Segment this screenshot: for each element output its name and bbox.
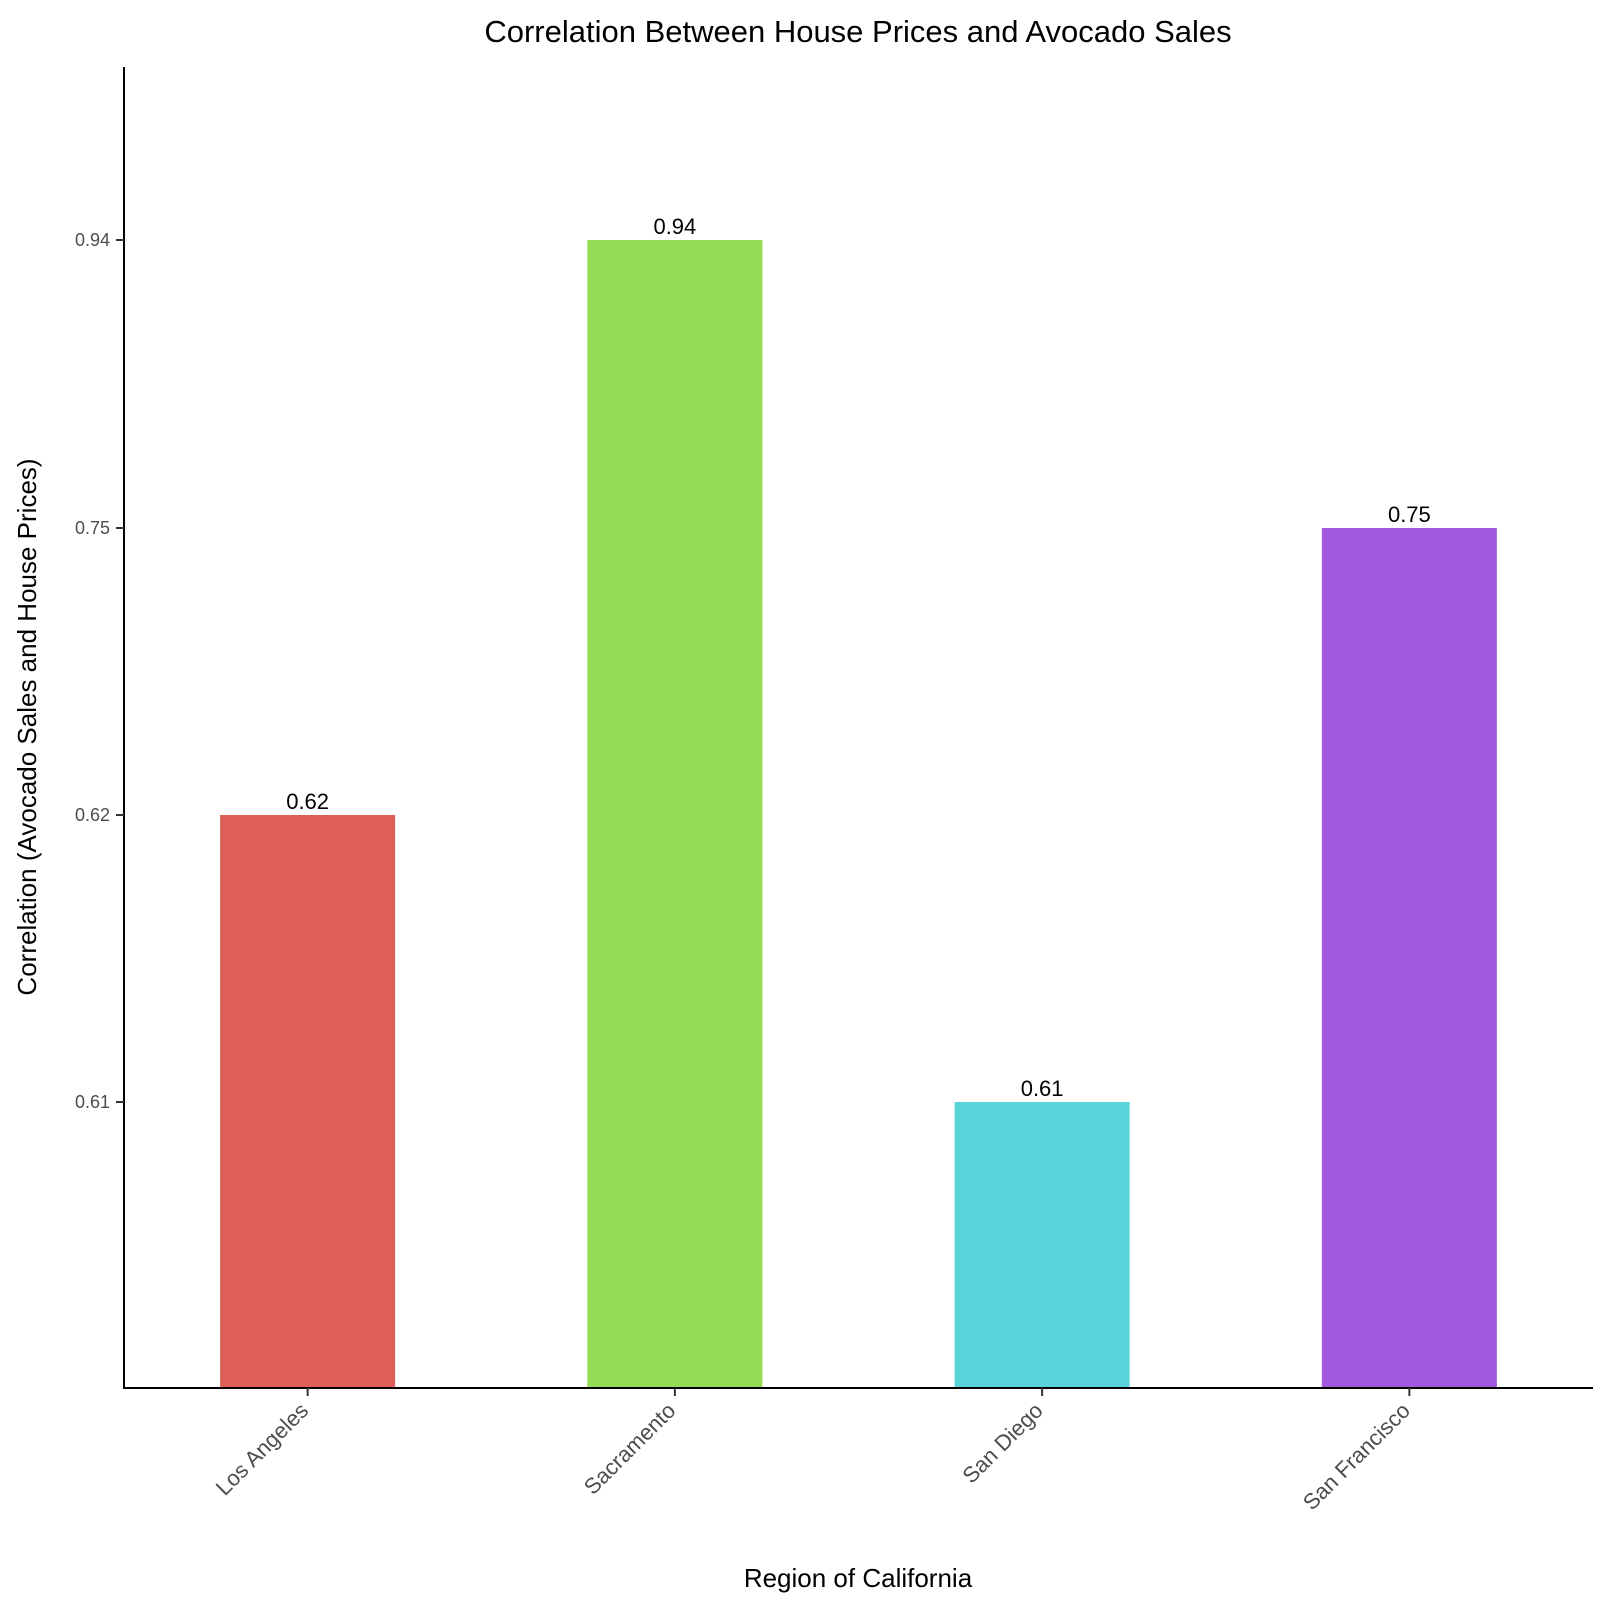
y-tick-label: 0.62: [75, 805, 110, 825]
bar-sacramento: [587, 240, 763, 1388]
x-tick-label: San Francisco: [1298, 1398, 1415, 1515]
x-axis-title: Region of California: [744, 1563, 973, 1593]
value-labels-layer: 0.62 0.94 0.61 0.75: [286, 214, 1431, 1101]
bar-san-diego: [954, 1102, 1130, 1388]
x-tick-label: San Diego: [957, 1398, 1047, 1488]
bar-value-label: 0.62: [286, 789, 329, 814]
y-tick-label: 0.75: [75, 518, 110, 538]
y-tick-label: 0.94: [75, 230, 110, 250]
x-tick-label: Los Angeles: [211, 1398, 313, 1500]
y-axis-title: Correlation (Avocado Sales and House Pri…: [12, 458, 42, 995]
bars-layer: [220, 240, 1497, 1388]
bar-san-francisco: [1321, 528, 1497, 1388]
x-tick-label: Sacramento: [579, 1398, 681, 1500]
chart-title: Correlation Between House Prices and Avo…: [484, 14, 1231, 49]
y-tick-label: 0.61: [75, 1092, 110, 1112]
bar-los-angeles: [220, 815, 396, 1388]
y-axis: 0.61 0.62 0.75 0.94: [75, 67, 125, 1388]
bar-value-label: 0.61: [1021, 1076, 1064, 1101]
bar-value-label: 0.94: [653, 214, 696, 239]
x-axis: Los Angeles Sacramento San Diego San Franci…: [123, 1387, 1593, 1515]
bar-value-label: 0.75: [1388, 502, 1431, 527]
